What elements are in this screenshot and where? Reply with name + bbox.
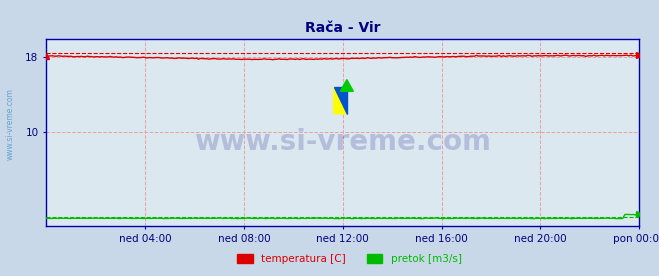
Polygon shape (334, 87, 347, 114)
Title: Rača - Vir: Rača - Vir (305, 21, 380, 35)
Legend: temperatura [C], pretok [m3/s]: temperatura [C], pretok [m3/s] (233, 250, 466, 268)
Text: www.si-vreme.com: www.si-vreme.com (194, 128, 491, 156)
Polygon shape (340, 79, 353, 91)
Text: www.si-vreme.com: www.si-vreme.com (5, 88, 14, 160)
Polygon shape (334, 87, 347, 114)
